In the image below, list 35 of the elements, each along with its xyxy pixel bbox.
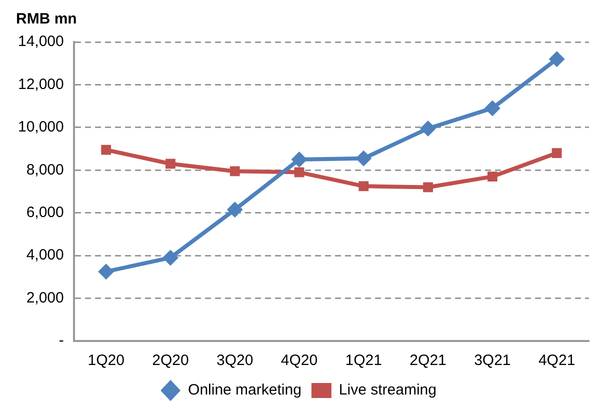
y-tick-label: 12,000 (18, 76, 64, 93)
x-tick-label: 4Q21 (538, 352, 576, 370)
point (423, 182, 433, 192)
y-axis-title: RMB mn (16, 10, 77, 28)
point (552, 148, 562, 158)
y-tick-label: 8,000 (26, 161, 64, 178)
point (484, 100, 500, 116)
x-tick-label: 3Q20 (216, 352, 254, 370)
y-tick-label: 2,000 (26, 289, 64, 306)
point (230, 166, 240, 176)
y-tick-label: 4,000 (26, 246, 64, 264)
x-tick-label: 2Q21 (410, 352, 446, 370)
x-tick-label: 2Q20 (152, 352, 189, 370)
point (162, 250, 178, 266)
point (101, 144, 112, 155)
point (420, 120, 436, 136)
point (294, 167, 304, 178)
y-tick-label: 10,000 (18, 118, 64, 136)
point (358, 181, 369, 192)
y-tick-label: - (58, 332, 64, 350)
point (98, 264, 114, 280)
point (487, 172, 498, 182)
y-tick-label: 14,000 (18, 33, 64, 50)
y-tick-label: 6,000 (26, 204, 64, 221)
x-tick-label: 1Q20 (88, 352, 124, 370)
x-tick-label: 4Q20 (280, 352, 318, 370)
point (166, 158, 176, 169)
x-tick-label: 3Q21 (474, 352, 511, 370)
legend-label: Online marketing (188, 382, 302, 399)
point (356, 150, 372, 166)
point (548, 51, 565, 68)
point (291, 151, 308, 168)
point (226, 202, 243, 218)
legend-label: Live streaming (338, 382, 436, 399)
x-tick-label: 1Q21 (345, 352, 382, 370)
